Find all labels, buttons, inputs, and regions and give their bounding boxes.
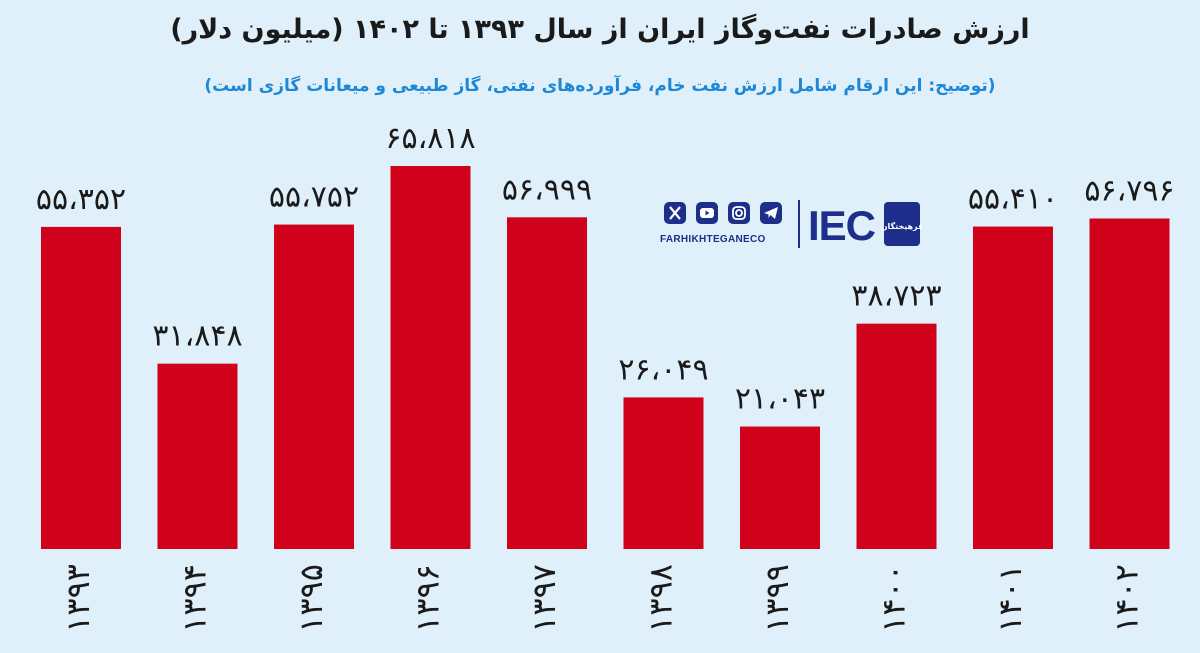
category-label: ۱۴۰۱ (991, 564, 1029, 633)
category-label: ۱۳۹۳ (59, 564, 97, 633)
value-label: ۲۱،۰۴۳ (735, 382, 825, 417)
category-label: ۱۴۰۰ (875, 564, 913, 633)
bar-6 (623, 397, 704, 549)
value-label: ۳۸،۷۲۳ (851, 279, 941, 314)
category-label: ۱۳۹۹ (758, 564, 796, 633)
instagram-icon[interactable] (728, 202, 750, 224)
value-label: ۵۵،۴۱۰ (968, 182, 1058, 217)
value-label: ۲۶،۰۴۹ (618, 352, 708, 387)
brand-handle: FARHIKHTEGANECO (660, 234, 766, 245)
value-label: ۵۵،۷۵۲ (269, 180, 359, 215)
iec-letters: IEC (808, 202, 876, 249)
chart-subtitle: (توضیح: این ارقام شامل ارزش نفت خام، فرآ… (204, 76, 996, 96)
youtube-icon[interactable] (696, 202, 718, 224)
value-label: ۵۶،۹۹۹ (502, 172, 592, 207)
bar-3 (274, 224, 354, 549)
bar-10 (1089, 218, 1170, 550)
telegram-icon[interactable] (760, 202, 782, 224)
x-icon[interactable] (664, 202, 686, 224)
category-label: ۱۴۰۲ (1108, 564, 1146, 633)
chart-title: ارزش صادرات نفت‌وگاز ایران از سال ۱۳۹۳ ت… (170, 14, 1030, 45)
value-label: ۵۵،۳۵۲ (36, 182, 126, 217)
category-label: ۱۳۹۵ (292, 564, 330, 633)
bar-9 (973, 226, 1053, 550)
bar-4 (390, 166, 471, 549)
bar-2 (157, 363, 238, 549)
bar-1 (41, 226, 121, 549)
bar-8 (856, 323, 937, 549)
bar-7 (740, 426, 820, 549)
category-label: ۱۳۹۴ (176, 564, 214, 633)
iec-logo-mark: IEC فرهیختگان (798, 200, 922, 249)
value-label: ۵۶،۷۹۶ (1084, 173, 1174, 208)
seal-lettering: فرهیختگان (881, 221, 922, 231)
category-label: ۱۳۹۶ (409, 564, 447, 633)
value-label: ۳۱،۸۴۸ (152, 319, 242, 354)
value-label: ۶۵،۸۱۸ (385, 121, 475, 156)
category-label: ۱۳۹۸ (642, 564, 680, 633)
category-label: ۱۳۹۷ (525, 564, 563, 633)
publisher-logo: FARHIKHTEGANECO IEC فرهیختگان (660, 196, 922, 258)
bar-5 (507, 217, 587, 550)
